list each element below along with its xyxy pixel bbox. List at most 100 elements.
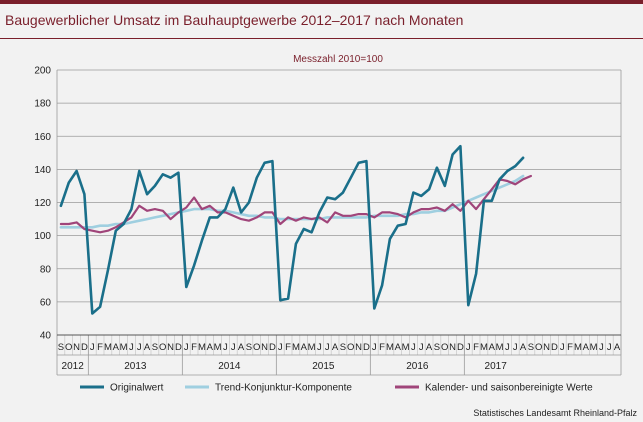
x-tick-label: A	[614, 342, 621, 353]
x-tick-label: J	[325, 342, 330, 353]
title-divider	[0, 38, 643, 39]
year-label: 2014	[218, 361, 241, 372]
x-tick-label: J	[129, 342, 134, 353]
x-tick-label: M	[574, 342, 582, 353]
year-label: 2012	[62, 361, 85, 372]
top-accent-bar	[0, 0, 643, 4]
x-tick-label: J	[278, 342, 283, 353]
x-tick-label: M	[120, 342, 128, 353]
x-tick-label: A	[238, 342, 245, 353]
x-tick-label: J	[137, 342, 142, 353]
x-tick-label: A	[113, 342, 120, 353]
series-layer	[59, 144, 533, 315]
x-tick-label: A	[395, 342, 402, 353]
y-tick-label: 40	[40, 331, 52, 342]
x-tick-label: O	[65, 342, 72, 353]
x-tick-label: N	[73, 342, 80, 353]
x-tick-label: F	[379, 342, 385, 353]
y-tick-label: 180	[34, 99, 51, 110]
x-tick-label: M	[104, 342, 112, 353]
x-tick-label: J	[607, 342, 612, 353]
x-tick-label: J	[223, 342, 228, 353]
x-tick-label: D	[363, 342, 370, 353]
x-tick-label: A	[426, 342, 433, 353]
source-credit: Statistisches Landesamt Rheinland-Pfalz	[473, 408, 637, 418]
year-label: 2013	[124, 361, 147, 372]
x-tick-label: S	[246, 342, 252, 353]
x-tick-label: J	[411, 342, 416, 353]
x-tick-label: S	[340, 342, 346, 353]
x-tick-label: M	[590, 342, 598, 353]
x-tick-label: N	[543, 342, 550, 353]
x-tick-label: N	[355, 342, 362, 353]
x-tick-label: S	[152, 342, 158, 353]
x-tick-label: F	[567, 342, 573, 353]
page-title: Baugewerblicher Umsatz im Bauhauptgewerb…	[5, 12, 464, 28]
legend-label: Originalwert	[110, 383, 164, 394]
x-tick-label: D	[269, 342, 276, 353]
x-tick-label: J	[599, 342, 604, 353]
x-tick-label: O	[347, 342, 354, 353]
x-tick-label: J	[505, 342, 510, 353]
x-tick-label: N	[261, 342, 268, 353]
year-label: 2017	[485, 361, 508, 372]
chart-subtitle: Messzahl 2010=100	[293, 54, 383, 65]
x-tick-label: M	[308, 342, 316, 353]
y-tick-label: 60	[40, 297, 52, 308]
x-tick-label: A	[144, 342, 151, 353]
series-line-2	[59, 174, 533, 234]
grid-layer	[56, 69, 622, 336]
legend-label: Kalender- und saisonbereinigte Werte	[425, 383, 593, 394]
x-tick-label: A	[301, 342, 308, 353]
x-tick-label: O	[159, 342, 166, 353]
x-tick-label: D	[551, 342, 558, 353]
x-tick-label: M	[214, 342, 222, 353]
x-tick-label: F	[191, 342, 197, 353]
year-label: 2015	[312, 361, 335, 372]
x-tick-label: A	[520, 342, 527, 353]
x-tick-label: M	[292, 342, 300, 353]
x-tick-label: N	[449, 342, 456, 353]
x-tick-label: A	[207, 342, 214, 353]
y-tick-label: 80	[40, 264, 52, 275]
x-tick-label: M	[496, 342, 504, 353]
x-tick-label: J	[231, 342, 236, 353]
x-tick-label: J	[513, 342, 518, 353]
x-tick-label: M	[480, 342, 488, 353]
x-tick-label: J	[90, 342, 95, 353]
x-tick-label: J	[317, 342, 322, 353]
x-tick-label: F	[285, 342, 291, 353]
x-tick-label: J	[466, 342, 471, 353]
x-tick-label: M	[402, 342, 410, 353]
series-line-0	[59, 144, 525, 315]
x-tick-label: A	[489, 342, 496, 353]
x-tick-label: J	[560, 342, 565, 353]
x-tick-label: D	[457, 342, 464, 353]
legend: Originalwert Trend-Konjunktur-Komponente K…	[80, 383, 593, 394]
x-tick-label: F	[97, 342, 103, 353]
y-tick-label: 200	[34, 66, 51, 77]
x-tick-label: D	[175, 342, 182, 353]
x-tick-label: S	[528, 342, 534, 353]
x-tick-label: O	[253, 342, 260, 353]
x-tick-label: D	[81, 342, 88, 353]
x-tick-label: O	[441, 342, 448, 353]
y-tick-label: 160	[34, 132, 51, 143]
x-tick-label: M	[386, 342, 394, 353]
x-tick-label: F	[473, 342, 479, 353]
x-tick-label: S	[434, 342, 440, 353]
x-tick-label: J	[419, 342, 424, 353]
chart: Messzahl 2010=100 40 60 80 100 120 140 160 180 2…	[0, 40, 643, 395]
x-tick-label: A	[332, 342, 339, 353]
y-tick-label: 120	[34, 198, 51, 209]
x-tick-label: A	[583, 342, 590, 353]
x-tick-label: M	[198, 342, 206, 353]
y-tick-label: 140	[34, 165, 51, 176]
year-label: 2016	[406, 361, 429, 372]
x-tick-label: J	[372, 342, 377, 353]
y-tick-label: 100	[34, 231, 51, 242]
legend-label: Trend-Konjunktur-Komponente	[215, 383, 352, 394]
x-tick-label: O	[535, 342, 542, 353]
x-tick-label: J	[184, 342, 189, 353]
